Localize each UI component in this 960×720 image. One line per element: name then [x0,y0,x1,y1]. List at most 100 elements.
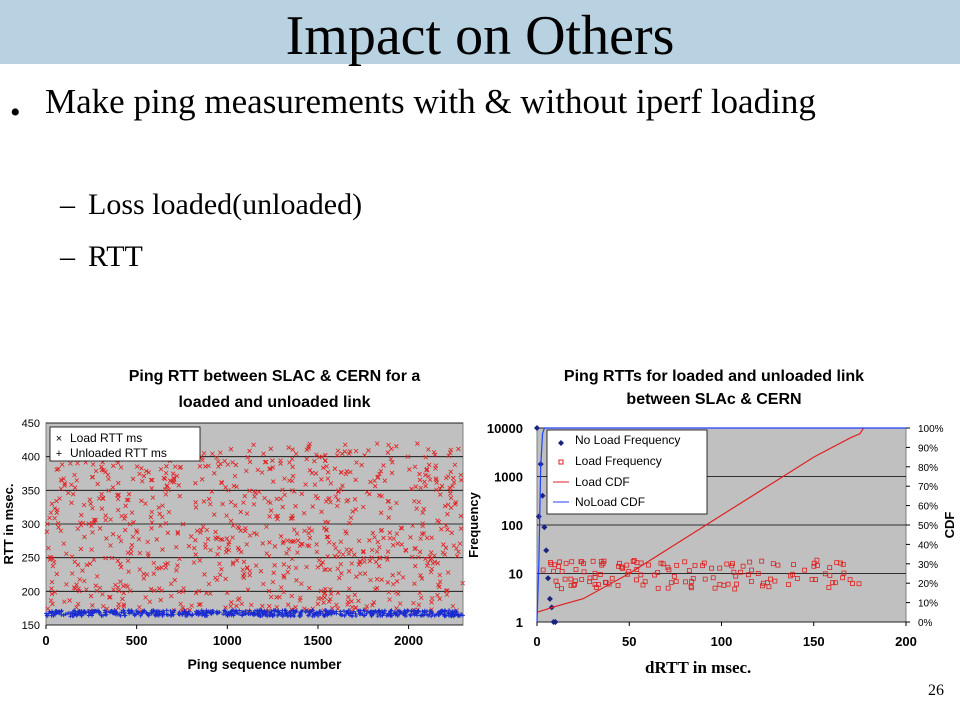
load-rtt-point [141,576,147,581]
load-rtt-point [193,537,198,543]
load-rtt-point [347,449,353,454]
load-rtt-point [67,598,72,603]
load-rtt-point [69,482,74,488]
unloaded-rtt-point [312,612,317,617]
load-rtt-point [203,545,208,550]
load-rtt-point [314,542,319,547]
load-rtt-point [198,530,203,535]
load-rtt-point [51,559,57,565]
load-rtt-point [382,478,388,483]
load-rtt-point [448,505,454,510]
load-rtt-point [323,567,329,572]
load-rtt-point [396,571,402,576]
load-rtt-point [228,518,234,524]
load-rtt-point [134,528,139,533]
load-frequency-point [569,559,575,565]
load-rtt-point [94,574,100,579]
load-rtt-point [244,468,249,474]
load-rtt-point [162,487,168,492]
load-rtt-point [70,491,76,497]
load-rtt-point [106,594,112,600]
load-rtt-point [293,451,299,457]
load-frequency-point [568,583,574,588]
load-rtt-point [168,581,174,587]
right-x-tick-label: 0 [533,634,540,649]
load-rtt-point [84,587,89,592]
load-frequency-point [571,582,577,588]
unloaded-rtt-point [206,609,211,614]
load-rtt-point [450,603,456,609]
load-rtt-point [44,521,50,527]
load-rtt-point [160,503,165,508]
load-rtt-point [294,531,300,536]
load-rtt-point [312,458,317,464]
load-rtt-point [266,603,272,609]
load-rtt-point [241,559,247,565]
unloaded-rtt-point [102,608,107,613]
load-rtt-point [175,529,181,535]
load-frequency-point [660,561,666,567]
left-chart-title: loaded and unloaded link [178,394,370,411]
load-rtt-point [375,475,380,480]
unloaded-rtt-point [361,608,366,613]
load-rtt-point [344,547,350,552]
load-rtt-point [275,516,280,522]
load-rtt-point [282,476,287,481]
load-frequency-point [573,567,579,572]
unloaded-rtt-point [202,613,207,618]
load-rtt-point [454,546,459,551]
load-rtt-point [105,472,111,478]
load-frequency-point [683,579,688,585]
load-rtt-point [332,466,338,471]
unloaded-rtt-point [157,609,162,614]
unloaded-rtt-point [59,612,64,617]
load-rtt-point [115,507,121,513]
load-rtt-point [241,571,247,577]
unloaded-rtt-point [324,608,329,613]
load-rtt-point [193,552,198,557]
load-rtt-point [214,455,219,460]
load-rtt-point [50,556,56,562]
load-rtt-point [264,524,269,530]
load-rtt-point [251,442,256,448]
load-rtt-point [381,463,386,468]
sub-bullet-loss: Loss loaded(unloaded) [88,188,363,221]
load-rtt-point [390,572,396,578]
load-rtt-point [111,587,116,592]
unloaded-rtt-point [63,612,68,617]
unloaded-rtt-point [214,609,219,614]
right-chart-title: Ping RTTs for loaded and unloaded link [564,368,864,385]
load-rtt-point [100,496,106,501]
unloaded-rtt-point [338,609,343,614]
load-rtt-point [128,551,134,556]
unloaded-rtt-point [104,612,109,617]
load-rtt-point [241,500,246,505]
right-y-tick-label: 1 [516,615,523,630]
load-rtt-point [335,448,341,454]
load-rtt-point [303,482,308,487]
unloaded-rtt-point [342,613,347,618]
load-rtt-point [320,560,326,565]
load-rtt-point [194,528,200,534]
load-rtt-point [435,560,441,566]
load-rtt-point [89,547,94,552]
load-rtt-point [426,447,431,452]
load-rtt-point [123,503,128,509]
load-rtt-point [88,593,94,599]
load-rtt-point [143,468,149,474]
unloaded-rtt-point [95,608,100,613]
load-frequency-point [590,558,596,564]
right-chart-ylabel: Frequency [466,491,481,558]
load-rtt-point [325,469,331,475]
load-frequency-point [556,564,561,570]
noload-frequency-point [543,547,550,554]
unloaded-rtt-point [118,613,123,618]
load-rtt-point [337,575,342,581]
load-rtt-point [366,448,371,453]
load-rtt-point [410,554,415,560]
load-rtt-point [456,446,461,452]
load-rtt-point [445,570,451,575]
load-rtt-point [122,516,127,521]
load-rtt-point [332,553,337,559]
load-rtt-point [245,587,251,592]
